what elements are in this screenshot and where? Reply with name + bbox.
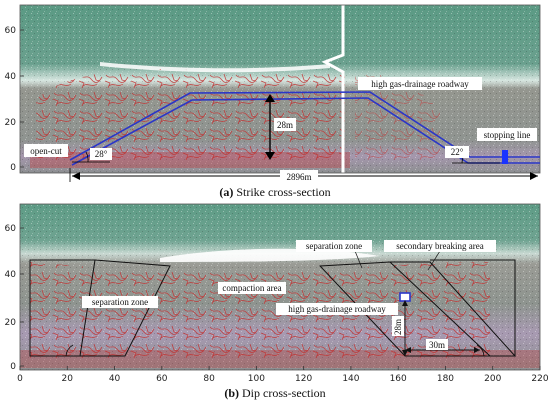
panel-a-caption: (a) Strike cross-section bbox=[219, 185, 330, 199]
roadway-label: high gas-drainage roadway bbox=[288, 304, 386, 314]
fracture-zone-right bbox=[355, 72, 440, 160]
roadway-label-box bbox=[276, 303, 398, 315]
fracture-zone-left bbox=[36, 69, 345, 160]
separation-leader-line bbox=[354, 250, 363, 269]
width-label: 30m bbox=[429, 340, 445, 350]
height-label: 28m bbox=[393, 319, 403, 335]
height-label-box bbox=[274, 118, 296, 131]
separation-zone-right-label: separation zone bbox=[306, 241, 362, 251]
x-tick-label: 0 bbox=[17, 374, 23, 384]
y-tick: 0 bbox=[10, 362, 16, 372]
x-tick-label: 220 bbox=[531, 374, 548, 384]
compaction-area-box bbox=[218, 282, 286, 294]
height-label-box bbox=[392, 316, 404, 336]
panel-b-x-axis: 0 20 40 60 80 100 120 140 160 180 200 220 bbox=[17, 366, 549, 384]
caption-text: Strike cross-section bbox=[236, 185, 330, 199]
arrow-left-icon bbox=[72, 172, 80, 180]
panel-b-frame bbox=[19, 203, 541, 371]
x-tick-label: 60 bbox=[156, 374, 168, 384]
arrow-down-icon bbox=[402, 350, 408, 356]
secondary-breaking-box bbox=[384, 240, 496, 252]
arrow-right-icon bbox=[530, 172, 538, 180]
section-break-line bbox=[321, 5, 345, 173]
caved-floor bbox=[20, 350, 540, 368]
open-cut-label: open-cut bbox=[30, 146, 62, 156]
panel-a-y-axis: 0 20 40 60 bbox=[5, 26, 24, 173]
arrow-up-icon bbox=[265, 94, 275, 102]
arrow-down-icon bbox=[265, 152, 275, 160]
separation-zone-left-box bbox=[82, 296, 158, 308]
x-tick-label: 40 bbox=[109, 374, 121, 384]
arrow-right-icon bbox=[474, 347, 480, 353]
x-tick-label: 20 bbox=[62, 374, 74, 384]
left-separation-boundary bbox=[80, 259, 171, 357]
angle-left-label: 28° bbox=[95, 149, 108, 159]
angle-arc-left bbox=[65, 344, 74, 357]
roadway-line-upper bbox=[69, 91, 540, 161]
x-tick-label: 120 bbox=[295, 374, 312, 384]
width-label-box bbox=[426, 339, 448, 350]
separation-zone-right-box bbox=[296, 240, 372, 252]
secondary-breaking-boundary bbox=[390, 261, 517, 357]
angle-right-box bbox=[445, 146, 469, 158]
angle-right-label: 22° bbox=[451, 147, 464, 157]
x-tick-label: 180 bbox=[437, 374, 454, 384]
y-tick: 60 bbox=[5, 26, 17, 36]
roadway-label: high gas-drainage roadway bbox=[371, 79, 469, 89]
length-label: 2896m bbox=[286, 172, 311, 182]
x-tick-label: 100 bbox=[248, 374, 265, 384]
separation-zone-left-label: separation zone bbox=[92, 297, 148, 307]
y-tick: 20 bbox=[5, 318, 17, 328]
fracture-zone bbox=[30, 262, 490, 360]
length-label-box bbox=[280, 170, 318, 182]
stopping-line-label: stopping line bbox=[484, 130, 531, 140]
caption-text: Dip cross-section bbox=[242, 386, 326, 400]
height-label: 28m bbox=[277, 120, 293, 130]
compaction-area-label: compaction area bbox=[222, 283, 281, 293]
caved-floor bbox=[30, 152, 350, 168]
open-cut-label-box bbox=[24, 144, 68, 157]
secondary-breaking-label: secondary breaking area bbox=[396, 241, 483, 251]
stopping-line-label-box bbox=[477, 128, 537, 141]
secondary-leader-line bbox=[427, 250, 441, 271]
panel-a-strike-section: 0 20 40 60 28m open-cut 28° high gas-dra… bbox=[5, 4, 541, 199]
y-tick: 20 bbox=[5, 118, 17, 128]
separation-gap-top bbox=[160, 248, 380, 262]
angle-left-box bbox=[90, 148, 112, 160]
x-tick-label: 80 bbox=[203, 374, 215, 384]
y-tick: 40 bbox=[5, 270, 17, 280]
y-tick: 60 bbox=[5, 224, 17, 234]
panel-b-y-axis: 0 20 40 60 bbox=[5, 224, 24, 372]
x-tick-label: 140 bbox=[342, 374, 359, 384]
y-tick: 0 bbox=[10, 163, 16, 173]
angle-arc-right bbox=[476, 344, 485, 357]
panel-b-dip-section: separation zone separation zone secondar… bbox=[5, 203, 549, 400]
right-outer-boundary bbox=[430, 259, 516, 356]
x-tick-label: 200 bbox=[484, 374, 501, 384]
panel-b-caption: (b) Dip cross-section bbox=[224, 386, 325, 400]
caption-letter: (a) bbox=[219, 185, 233, 199]
caption-letter: (b) bbox=[224, 386, 239, 400]
stopping-line-marker bbox=[502, 150, 508, 164]
roadway-label-box bbox=[358, 77, 482, 90]
roadway-cross-section bbox=[399, 292, 411, 302]
arrow-left-icon bbox=[405, 347, 411, 353]
y-tick: 40 bbox=[5, 72, 17, 82]
arrow-up-icon bbox=[402, 300, 408, 306]
x-tick-label: 160 bbox=[390, 374, 407, 384]
